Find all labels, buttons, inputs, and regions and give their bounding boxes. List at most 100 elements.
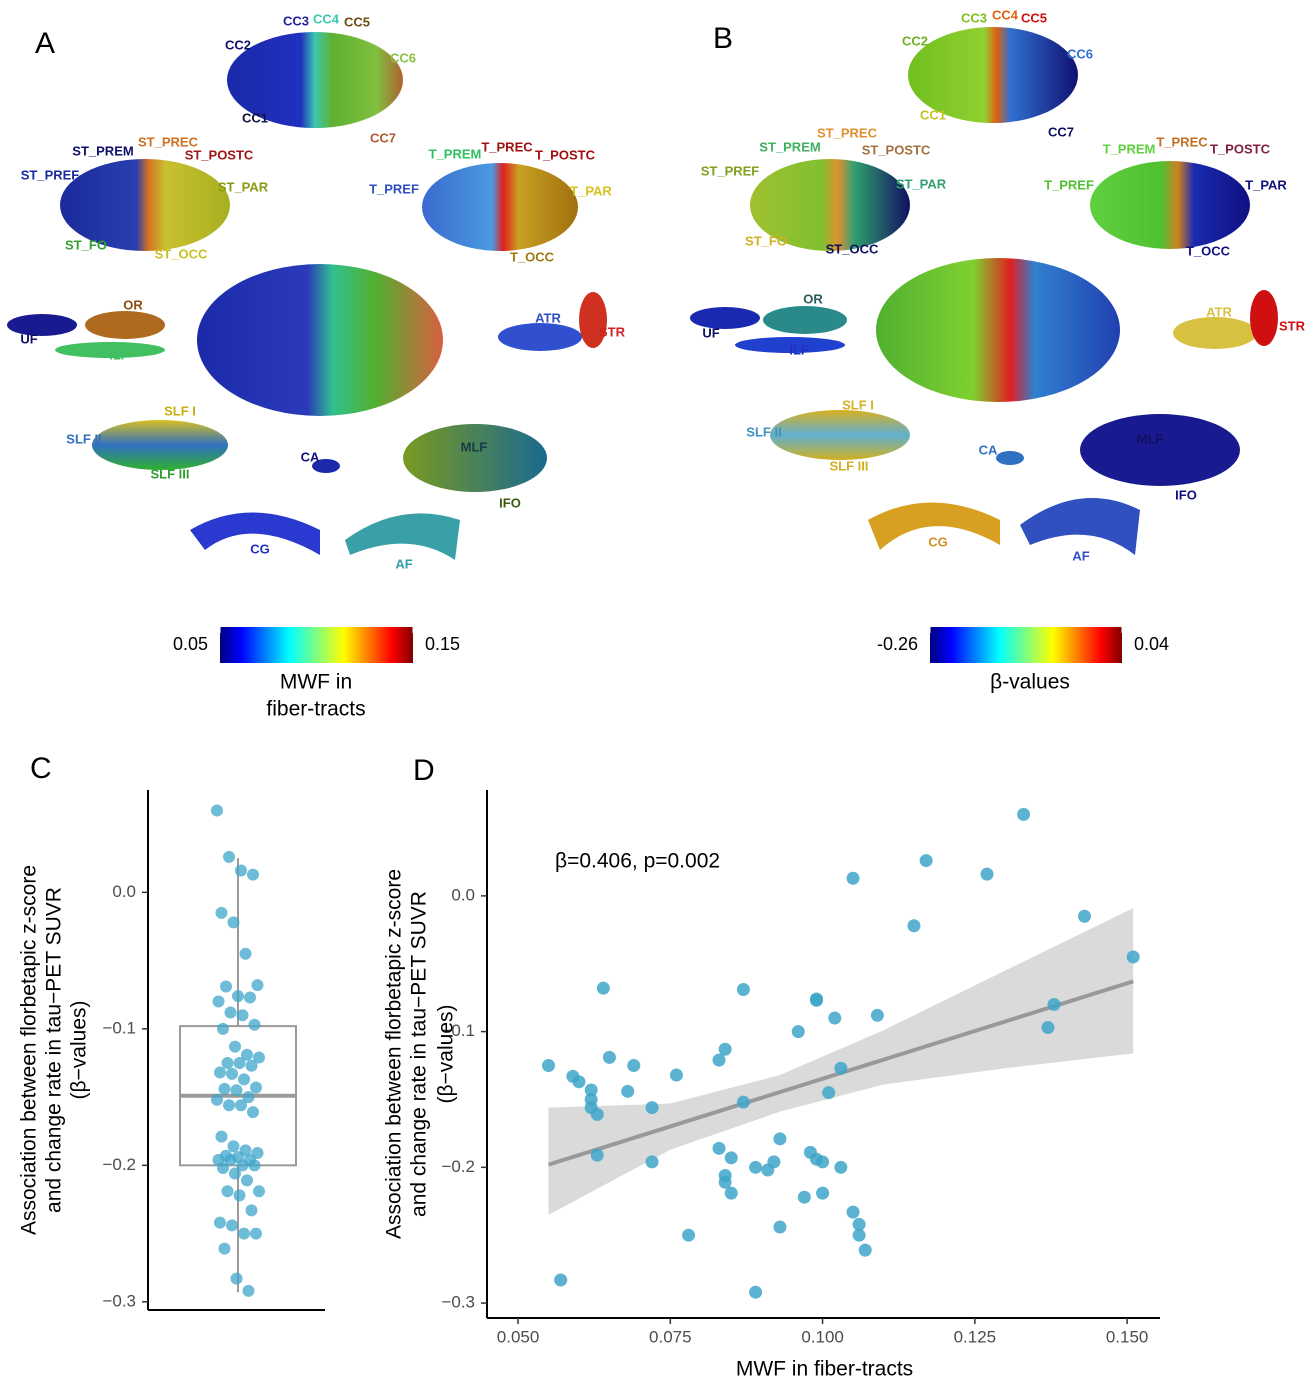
panel-letter: B: [713, 22, 733, 55]
tract-label: CG: [928, 534, 948, 549]
tract-label: UF: [20, 331, 37, 346]
point: [223, 850, 235, 863]
point: [852, 1217, 866, 1231]
point: [238, 1073, 250, 1086]
tract-images-b: [690, 27, 1278, 555]
colorbar-tick-label: 0.05: [173, 634, 208, 654]
point: [217, 1022, 229, 1035]
point: [846, 1205, 860, 1219]
tract-label: SLF III: [830, 458, 869, 473]
point: [250, 1227, 262, 1240]
tract-label: T_OCC: [510, 249, 555, 264]
colorbar-tick-label: 0.15: [425, 634, 460, 654]
point: [244, 991, 256, 1004]
colorbar-label: MWF in: [280, 671, 352, 694]
x-tick-label: 0.150: [1106, 1327, 1149, 1346]
tract-image: [770, 410, 910, 460]
tract-label: ST_PAR: [218, 179, 269, 194]
point: [724, 1151, 738, 1165]
point: [682, 1228, 696, 1242]
tract-label: OR: [803, 291, 823, 306]
tract-image: [60, 159, 230, 251]
point: [241, 1174, 253, 1187]
point: [718, 1042, 732, 1056]
tract-label: IFO: [1175, 487, 1197, 502]
point: [229, 1167, 241, 1180]
annotation: β=0.406, p=0.002: [555, 850, 720, 873]
x-tick-label: 0.050: [497, 1327, 540, 1346]
tract-label: T_PREM: [1103, 141, 1156, 156]
point: [253, 1185, 265, 1198]
tract-label: SLF II: [66, 431, 101, 446]
point: [572, 1075, 586, 1089]
point: [1041, 1021, 1055, 1035]
tract-label: ST_PREF: [701, 163, 760, 178]
point: [645, 1155, 659, 1169]
point: [230, 1084, 243, 1097]
tract-image: [996, 451, 1024, 465]
tract-label: T_PAR: [1245, 177, 1287, 192]
tract-label: ST_OCC: [155, 246, 208, 261]
tract-label: CC5: [1021, 10, 1047, 25]
point: [980, 867, 994, 881]
point: [247, 868, 259, 881]
tract-label: ATR: [1206, 304, 1232, 319]
point: [718, 1175, 732, 1189]
colorbar-label: β-values: [990, 671, 1070, 694]
point: [797, 1190, 811, 1204]
confidence-band: [548, 908, 1134, 1215]
point: [227, 916, 240, 929]
point: [220, 980, 232, 993]
point: [232, 990, 244, 1003]
tract-label: ST_PREF: [21, 167, 80, 182]
tract-label: STR: [599, 324, 626, 339]
point: [749, 1285, 763, 1299]
tract-label: ST_POSTC: [185, 147, 254, 162]
point: [215, 1130, 228, 1143]
tract-label: T_PREF: [1044, 177, 1094, 192]
tract-label: T_PREC: [481, 139, 533, 154]
point: [761, 1163, 775, 1177]
point: [852, 1228, 866, 1242]
point: [248, 1018, 261, 1031]
point: [822, 1086, 836, 1100]
y-tick-label: −0.2: [441, 1157, 475, 1176]
tract-label: CC7: [370, 130, 396, 145]
tract-label: ST_PREC: [138, 134, 199, 149]
tract-label: SLF III: [151, 466, 190, 481]
tract-image: [190, 512, 320, 555]
tract-label: CC1: [242, 110, 268, 125]
y-axis-label: (β−values): [68, 1000, 91, 1099]
tract-image: [735, 337, 845, 353]
tract-label: STR: [1279, 318, 1306, 333]
colorbar-label: fiber-tracts: [266, 698, 365, 721]
tract-image: [1020, 498, 1140, 555]
tract-label: T_OCC: [1186, 243, 1231, 258]
panel-letter: C: [30, 752, 52, 785]
tract-image: [55, 342, 165, 358]
tract-image: [498, 323, 582, 351]
point: [669, 1068, 683, 1082]
x-axis-label: MWF in fiber-tracts: [736, 1358, 913, 1381]
tract-label: T_POSTC: [1210, 141, 1271, 156]
tract-label: T_PAR: [570, 183, 612, 198]
point: [227, 1140, 240, 1153]
point: [236, 1159, 249, 1172]
colorbar-tick-label: -0.26: [877, 634, 918, 654]
point: [218, 1082, 231, 1095]
point: [226, 1067, 238, 1080]
tract-label: CA: [979, 442, 998, 457]
point: [816, 1155, 830, 1169]
point: [236, 1009, 249, 1022]
tract-image: [85, 311, 165, 339]
point: [221, 1185, 234, 1198]
point: [214, 1066, 226, 1079]
tract-label: UF: [702, 325, 719, 340]
point: [1077, 909, 1091, 923]
point: [870, 1008, 884, 1022]
point: [233, 1189, 246, 1202]
tract-label: MLF: [461, 439, 488, 454]
y-tick-label: −0.3: [102, 1291, 136, 1310]
point: [584, 1083, 598, 1097]
tract-image: [312, 459, 340, 473]
